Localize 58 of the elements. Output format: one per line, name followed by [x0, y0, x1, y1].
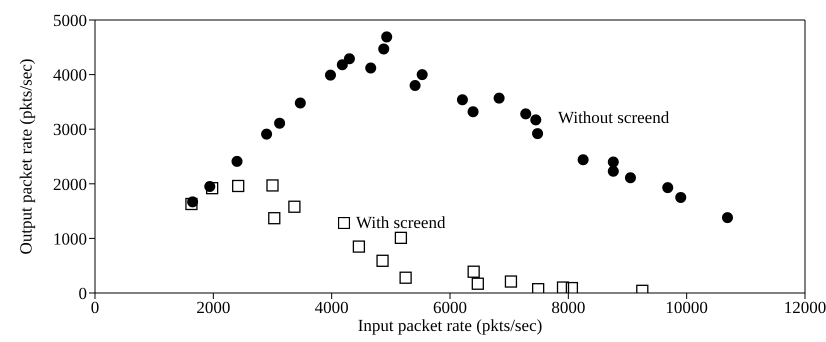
y-tick-label: 5000	[53, 11, 87, 30]
point	[185, 198, 198, 210]
y-tick-label: 3000	[53, 120, 87, 140]
y-tick-label: 1000	[53, 229, 87, 248]
x-tick-label: 2000	[196, 298, 230, 318]
point	[394, 232, 408, 244]
point	[294, 97, 306, 108]
point	[468, 266, 480, 278]
point	[472, 278, 484, 290]
point	[268, 212, 280, 224]
y-tick-label: 4000	[53, 66, 87, 85]
point	[566, 282, 578, 293]
point	[675, 192, 686, 203]
series-label: Without screend	[558, 108, 670, 128]
point	[530, 114, 542, 126]
point	[722, 212, 733, 224]
point	[578, 154, 589, 166]
point	[416, 69, 428, 80]
x-tick-label: 12000	[784, 298, 826, 318]
point	[206, 182, 218, 194]
point	[456, 94, 468, 106]
point	[288, 200, 301, 213]
point	[532, 283, 544, 293]
x-axis-title: Input packet rate (pkts/sec)	[358, 316, 542, 335]
legend-label: With screend	[356, 213, 446, 233]
point	[399, 272, 412, 284]
point	[324, 70, 336, 81]
point	[336, 59, 348, 70]
point	[274, 118, 286, 129]
x-tick-label: 0	[90, 298, 100, 318]
point	[662, 182, 674, 194]
point	[410, 80, 421, 92]
x-tick-label: 10000	[665, 298, 708, 318]
point	[504, 275, 518, 288]
y-axis-title: Output packet rate (pkts/sec)	[16, 58, 36, 254]
point	[624, 172, 636, 184]
x-tick-label: 6000	[433, 298, 467, 318]
point	[365, 62, 376, 74]
point	[232, 156, 242, 167]
point	[494, 92, 505, 104]
point	[232, 180, 244, 192]
point	[261, 128, 272, 140]
y-tick-label: 2000	[53, 174, 87, 194]
point	[608, 166, 619, 177]
point	[344, 53, 355, 64]
point	[266, 179, 279, 192]
point	[468, 106, 479, 118]
point	[378, 43, 390, 54]
point	[520, 108, 532, 120]
point	[352, 240, 366, 253]
x-tick-label: 4000	[314, 298, 349, 318]
point	[556, 281, 570, 293]
x-tick-label: 8000	[551, 298, 586, 318]
point	[608, 156, 619, 168]
point	[381, 31, 392, 42]
y-tick-label: 0	[78, 284, 87, 304]
point	[532, 128, 544, 140]
point	[376, 254, 389, 267]
